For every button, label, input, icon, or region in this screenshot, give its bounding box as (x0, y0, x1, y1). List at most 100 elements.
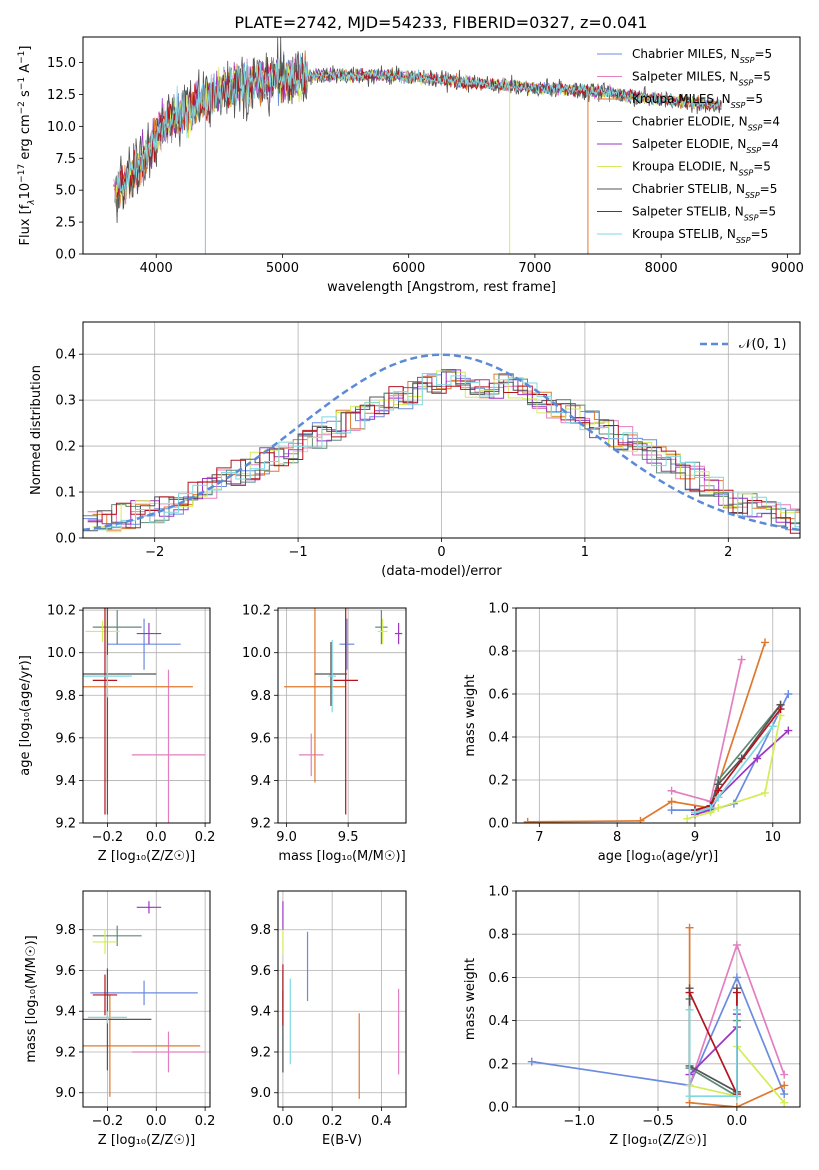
weight-marker (760, 638, 769, 647)
y-tick-label: 0.4 (488, 731, 509, 746)
legend-label-text: Chabrier MILES, N (632, 47, 740, 61)
errorbar-salpeter-elodie (136, 622, 162, 645)
legend-label-sub: SSP (746, 146, 761, 155)
weight-marker (780, 1090, 789, 1099)
weight-series-kroupa-stelib (690, 722, 777, 817)
errorbar-kroupa-elodie (85, 620, 120, 643)
plot-area (284, 608, 403, 815)
x-tick-label: −1 (289, 545, 308, 560)
plot-area (523, 638, 793, 823)
y-axis-label-part: s (18, 90, 33, 101)
weight-line (688, 988, 738, 1094)
errorbar-kroupa-miles (284, 608, 346, 783)
weight-marker (760, 788, 769, 797)
y-tick-label: 9.4 (55, 774, 76, 789)
y-tick-label: 0.4 (488, 1014, 509, 1029)
y-tick-label: 15.0 (47, 56, 76, 71)
panel-residuals: −2 −1 0 1 2 0.0 0.1 0.2 0.3 0.4 (data-model)/error… (29, 321, 801, 579)
weight-marker (780, 1081, 789, 1090)
y-tick-label: 10.2 (242, 604, 271, 619)
errorbar-chabrier-elodie (375, 610, 388, 645)
legend-label: Chabrier ELODIE, NSSP=4 (632, 115, 780, 133)
legend-label-sub: SSP (736, 236, 751, 245)
y-tick-label: 0.2 (55, 440, 76, 455)
x-axis-label: Z [log₁₀(Z/Z☉)] (609, 1133, 706, 1148)
x-tick-label: −1.0 (563, 1114, 595, 1129)
weight-marker (732, 1005, 741, 1014)
errorbar-kroupa-stelib (87, 1011, 127, 1024)
x-tick-label: −0.5 (642, 1114, 674, 1129)
legend-label-sub: SSP (748, 123, 763, 132)
y-tick-label: 0.0 (488, 817, 509, 832)
y-tick-label: 9.4 (55, 1005, 76, 1020)
y-axis-label: mass weight (463, 958, 478, 1040)
weight-marker (753, 754, 762, 763)
weight-marker (683, 814, 692, 823)
weight-marker (685, 1005, 694, 1014)
x-tick-label: −0.2 (92, 830, 124, 845)
weight-marker (685, 923, 694, 932)
axes-frame (277, 607, 407, 824)
errorbar-salpeter-miles (131, 1031, 206, 1073)
axes-frame (277, 890, 407, 1108)
weight-marker (714, 793, 723, 802)
axes-frame (82, 890, 211, 1108)
y-tick-label: 9.0 (55, 1086, 76, 1101)
x-tick-label: 0.0 (273, 1114, 294, 1129)
legend-label-suffix: =5 (753, 160, 771, 174)
weight-marker (768, 722, 777, 731)
y-axis-label-part: erg cm (18, 114, 33, 163)
legend-label-text: Salpeter STELIB, N (632, 205, 744, 219)
y-tick-label: 1.0 (488, 602, 509, 617)
weight-marker (690, 808, 699, 817)
y-tick-label: 0.6 (488, 971, 509, 986)
weight-series-salpeter-elodie (690, 726, 793, 819)
x-tick-label: 4000 (140, 261, 173, 276)
y-tick-label: 9.2 (250, 1045, 271, 1060)
x-tick-label: 0.4 (371, 1114, 392, 1129)
y-axis-label-part: Flux [f (18, 204, 33, 245)
weight-marker (784, 690, 793, 698)
axes-frame (515, 607, 801, 824)
y-tick-label: 9.2 (55, 1045, 76, 1060)
errorbar-salpeter-miles (298, 733, 324, 777)
x-axis-label: age [log₁₀(age/yr)] (598, 849, 719, 864)
spectrum-line-kroupa-elodie (115, 56, 723, 211)
panel-weight_vs_Z: −1.0 −0.5 0.0 0.0 0.2 0.4 0.6 0.8 1.0 Z [log₁₀(Z/… (463, 885, 801, 1148)
histogram-kroupa-stelib (92, 373, 800, 531)
legend-label-suffix: =4 (762, 115, 780, 129)
plot-area (527, 923, 789, 1107)
legend-label-text: Chabrier ELODIE, N (632, 115, 748, 129)
y-tick-label: 9.4 (250, 1005, 271, 1020)
weight-marker (667, 797, 676, 806)
y-axis-label: mass [log₁₀(M/M☉)] (24, 935, 39, 1062)
y-axis-label-part: λ (27, 199, 37, 205)
plot-area (83, 901, 206, 1097)
x-tick-label: 7000 (518, 261, 551, 276)
y-tick-label: 2.5 (55, 216, 76, 231)
x-tick-label: 0.0 (727, 1114, 748, 1129)
y-tick-label: 9.6 (55, 964, 76, 979)
plot-area (112, 37, 723, 254)
weight-line (688, 1009, 738, 1098)
y-axis-label-part: −1 (17, 77, 27, 90)
y-tick-label: 9.8 (250, 689, 271, 704)
legend-label-suffix: =5 (760, 182, 778, 196)
y-axis-label-part: 10 (18, 183, 33, 200)
legend-label-sub: SSP (739, 168, 754, 177)
errorbar-chabrier-stelib (314, 642, 347, 706)
errorbar-chabrier-miles (90, 980, 198, 1006)
x-tick-label: 0.2 (195, 1114, 216, 1129)
y-tick-label: 7.5 (55, 152, 76, 167)
x-tick-label: 6000 (392, 261, 425, 276)
y-tick-label: 5.0 (55, 184, 76, 199)
legend-label-sub: SSP (744, 213, 759, 222)
legend-label: Salpeter STELIB, NSSP=5 (632, 205, 776, 223)
legend-label-sub: SSP (739, 78, 754, 87)
errorbar-salpeter-elodie (394, 622, 403, 645)
y-axis-label: age [log₁₀(age/yr)] (18, 655, 33, 776)
legend-label-text: Salpeter ELODIE, N (632, 137, 746, 151)
y-tick-label: 9.8 (55, 923, 76, 938)
x-tick-label: 9.0 (276, 830, 297, 845)
